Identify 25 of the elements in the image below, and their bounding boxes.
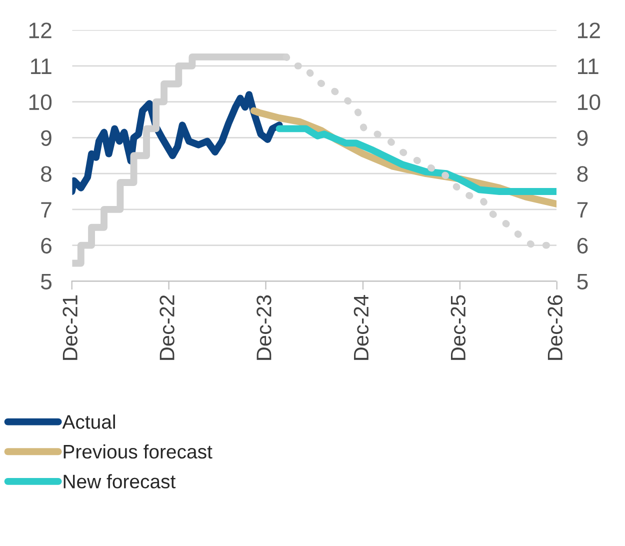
- y-tick-label: 7: [41, 202, 52, 218]
- y-tick-label: 6: [41, 238, 52, 254]
- x-tick-label: Dec-26: [548, 295, 562, 360]
- y2-tick-label: 5: [577, 274, 588, 290]
- x-tick-label: Dec-25: [450, 295, 466, 360]
- y2-tick-label: 6: [577, 238, 588, 254]
- x-tick-label: Dec-22: [160, 295, 174, 360]
- y-tick-label: 8: [41, 166, 52, 182]
- y2-tick-label: 11: [578, 58, 598, 74]
- x-tick-label: Dec-21: [62, 295, 78, 360]
- y2-tick-label: 9: [577, 130, 588, 146]
- x-tick-label: Dec-23: [256, 295, 272, 360]
- y-tick-label: 5: [40, 274, 52, 290]
- y2-tick-label: 12: [578, 22, 600, 38]
- y-tick-label: 10: [29, 94, 52, 110]
- legend-label: New forecast: [64, 474, 176, 488]
- y-tick-label: 12: [29, 22, 52, 38]
- y2-tick-label: 7: [577, 202, 588, 218]
- legend-label: Previous forecast: [64, 444, 212, 459]
- legend-label: Actual: [62, 414, 115, 429]
- x-tick-label: Dec-24: [354, 294, 369, 360]
- y-tick-label: 11: [31, 58, 52, 74]
- y2-tick-label: 8: [577, 166, 588, 182]
- y-tick-label: 9: [41, 130, 52, 146]
- y2-tick-label: 10: [578, 94, 600, 110]
